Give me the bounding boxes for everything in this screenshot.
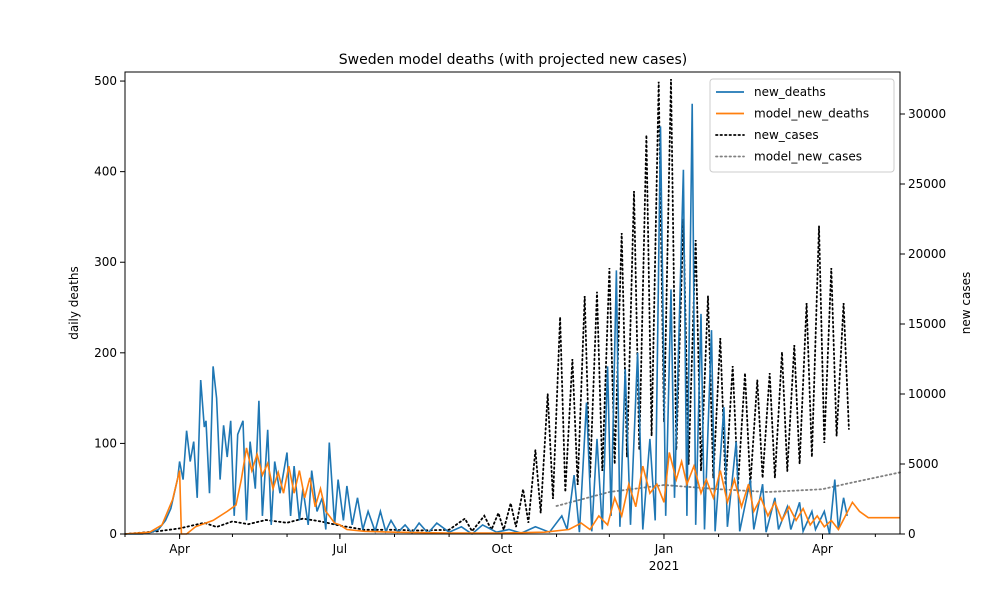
legend-label-new-cases: new_cases [754, 128, 819, 142]
legend: new_deaths model_new_deaths new_casesmodel… [709, 78, 895, 173]
y-tick-label-left: 200 [94, 346, 117, 360]
series-line-model-new-cases [555, 471, 901, 507]
legend-label-model-new-deaths: model_new_deaths [754, 107, 869, 121]
y-tick-label-right: 25000 [908, 177, 946, 191]
x-tick-label: Oct [492, 542, 513, 556]
y-tick-label-left: 100 [94, 436, 117, 450]
plot-frame [124, 71, 901, 535]
chart-title: Sweden model deaths (with projected new … [339, 52, 687, 68]
series-line-new-cases [124, 78, 850, 535]
x-tick-label: Apr [812, 542, 833, 556]
y-tick-label-right: 5000 [908, 457, 939, 471]
y-tick-label-right: 30000 [908, 107, 946, 121]
series-line-new-deaths [125, 103, 848, 536]
x-tick-label: Apr [169, 542, 190, 556]
x-axis: Apr Jul Oct Jan 2021 Apr [124, 534, 876, 573]
y-tick-label-left: 300 [94, 255, 117, 269]
y-axis-right: 0 5000 10000 15000 20000 25000 30000 [900, 107, 946, 541]
x-tick-label: Jan [654, 542, 674, 556]
y-axis-label-left: daily deaths [67, 266, 81, 339]
y-tick-label-left: 0 [109, 527, 117, 541]
y-tick-label-right: 20000 [908, 247, 946, 261]
legend-label-model-new-cases: model_new_cases [754, 150, 862, 164]
plot-area [124, 78, 901, 536]
y-tick-label-left: 400 [94, 165, 117, 179]
x-tick-label: Jul [332, 542, 347, 556]
y-tick-label-left: 500 [94, 74, 117, 88]
y-tick-label-right: 15000 [908, 317, 946, 331]
legend-box [709, 78, 895, 173]
y-axis-left: 0 100 200 300 400 500 [94, 74, 125, 541]
y-tick-label-right: 0 [908, 527, 916, 541]
legend-label-new-deaths: new_deaths [754, 85, 826, 99]
series-line-model-new-deaths [124, 447, 900, 535]
x-tick-sublabel: 2021 [649, 559, 680, 573]
y-axis-label-right: new cases [959, 272, 973, 334]
y-tick-label-right: 10000 [908, 387, 946, 401]
